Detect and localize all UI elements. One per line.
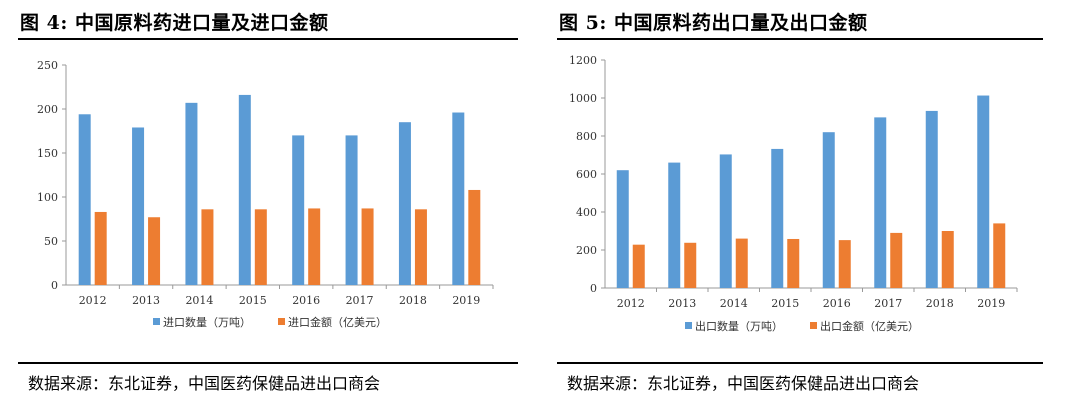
x-tick-label: 2018 (926, 297, 954, 310)
x-tick-label: 2013 (132, 294, 160, 307)
y-tick-label: 200 (37, 103, 58, 116)
bar-amount (838, 240, 851, 288)
figure-import: 图 4: 中国原料药进口量及进口金额 0 50 100 150 200 250 2012 20… (18, 0, 518, 420)
bar-amount (632, 244, 645, 288)
x-tick-label: 2016 (823, 297, 851, 310)
y-tick-label: 100 (37, 191, 58, 204)
x-tick-label: 2016 (292, 294, 320, 307)
bar-amount (941, 231, 954, 288)
y-tick-label: 50 (44, 235, 58, 248)
bar-quantity (822, 132, 835, 288)
bottom-rule (18, 362, 518, 364)
bar-amount (684, 242, 697, 288)
bar-amount (308, 208, 321, 285)
x-tick-label: 2015 (771, 297, 799, 310)
bar-amount (148, 217, 161, 285)
bar-quantity (292, 135, 305, 285)
x-tick-label: 2014 (185, 294, 213, 307)
x-tick-label: 2017 (874, 297, 902, 310)
y-tick-label: 400 (576, 206, 597, 219)
bar-quantity (185, 102, 198, 285)
figure-export: 图 5: 中国原料药出口量及出口金额 0 200 400 600 800 1000 1200… (557, 0, 1043, 420)
x-tick-label: 2014 (720, 297, 748, 310)
legend-swatch (153, 318, 160, 325)
figure-title: 图 4: 中国原料药进口量及进口金额 (20, 12, 329, 34)
y-tick-label: 600 (576, 168, 597, 181)
y-tick-label: 250 (37, 59, 58, 72)
legend-label: 出口数量（万吨） (695, 319, 783, 333)
legend: 进口数量（万吨） 进口金额（亿美元） (153, 315, 387, 329)
x-tick-label: 2013 (668, 297, 696, 310)
bar-amount (254, 209, 267, 285)
bar-amount (201, 209, 214, 285)
x-tick-label: 2012 (79, 294, 107, 307)
y-tick-label: 200 (576, 244, 597, 257)
bar-quantity (398, 122, 411, 285)
bar-quantity (668, 162, 681, 288)
bar-amount (414, 209, 427, 285)
y-tick-label: 0 (51, 279, 58, 292)
bar-amount (735, 238, 748, 288)
bar-amount (94, 211, 107, 285)
y-tick-label: 0 (590, 282, 597, 295)
legend-swatch (278, 318, 285, 325)
source-note: 数据来源：东北证券，中国医药保健品进出口商会 (28, 374, 381, 393)
x-tick-label: 2018 (399, 294, 427, 307)
y-tick-label: 1000 (569, 92, 597, 105)
legend-label: 出口金额（亿美元） (820, 319, 919, 333)
import-bar-chart: 0 50 100 150 200 250 2012 2013 2014 2015 2016 2017 2… (37, 59, 494, 329)
top-rule (18, 38, 518, 40)
source-note: 数据来源：东北证券，中国医药保健品进出口商会 (567, 374, 920, 393)
bar-quantity (238, 94, 251, 285)
bar-quantity (132, 127, 145, 285)
bar-quantity (771, 148, 784, 288)
bar-amount (993, 223, 1006, 288)
x-tick-label: 2012 (617, 297, 645, 310)
bar-quantity (452, 112, 465, 286)
bar-quantity (345, 135, 358, 285)
bottom-rule (557, 362, 1043, 364)
y-tick-label: 1200 (569, 54, 597, 67)
bar-quantity (719, 154, 732, 288)
bar-quantity (78, 114, 91, 285)
legend-label: 进口数量（万吨） (163, 316, 251, 329)
legend-swatch (685, 322, 692, 329)
x-tick-label: 2019 (452, 294, 480, 307)
x-tick-label: 2019 (977, 297, 1005, 310)
bar-quantity (874, 117, 887, 288)
bar-quantity (616, 170, 629, 288)
bar-amount (787, 238, 800, 288)
bar-quantity (925, 110, 938, 288)
legend-label: 进口金额（亿美元） (288, 315, 387, 329)
bar-amount (890, 232, 903, 288)
legend-swatch (810, 322, 817, 329)
bar-amount (361, 208, 374, 285)
export-bar-chart: 0 200 400 600 800 1000 1200 2012 2013 2014 2015 201… (569, 54, 1018, 333)
figure-title: 图 5: 中国原料药出口量及出口金额 (559, 12, 868, 34)
y-tick-label: 800 (576, 130, 597, 143)
bar-amount (468, 189, 481, 285)
x-tick-label: 2015 (239, 294, 267, 307)
legend: 出口数量（万吨） 出口金额（亿美元） (685, 319, 919, 333)
top-rule (557, 38, 1043, 40)
y-tick-label: 150 (37, 147, 58, 160)
bar-quantity (977, 95, 990, 288)
x-tick-label: 2017 (346, 294, 374, 307)
